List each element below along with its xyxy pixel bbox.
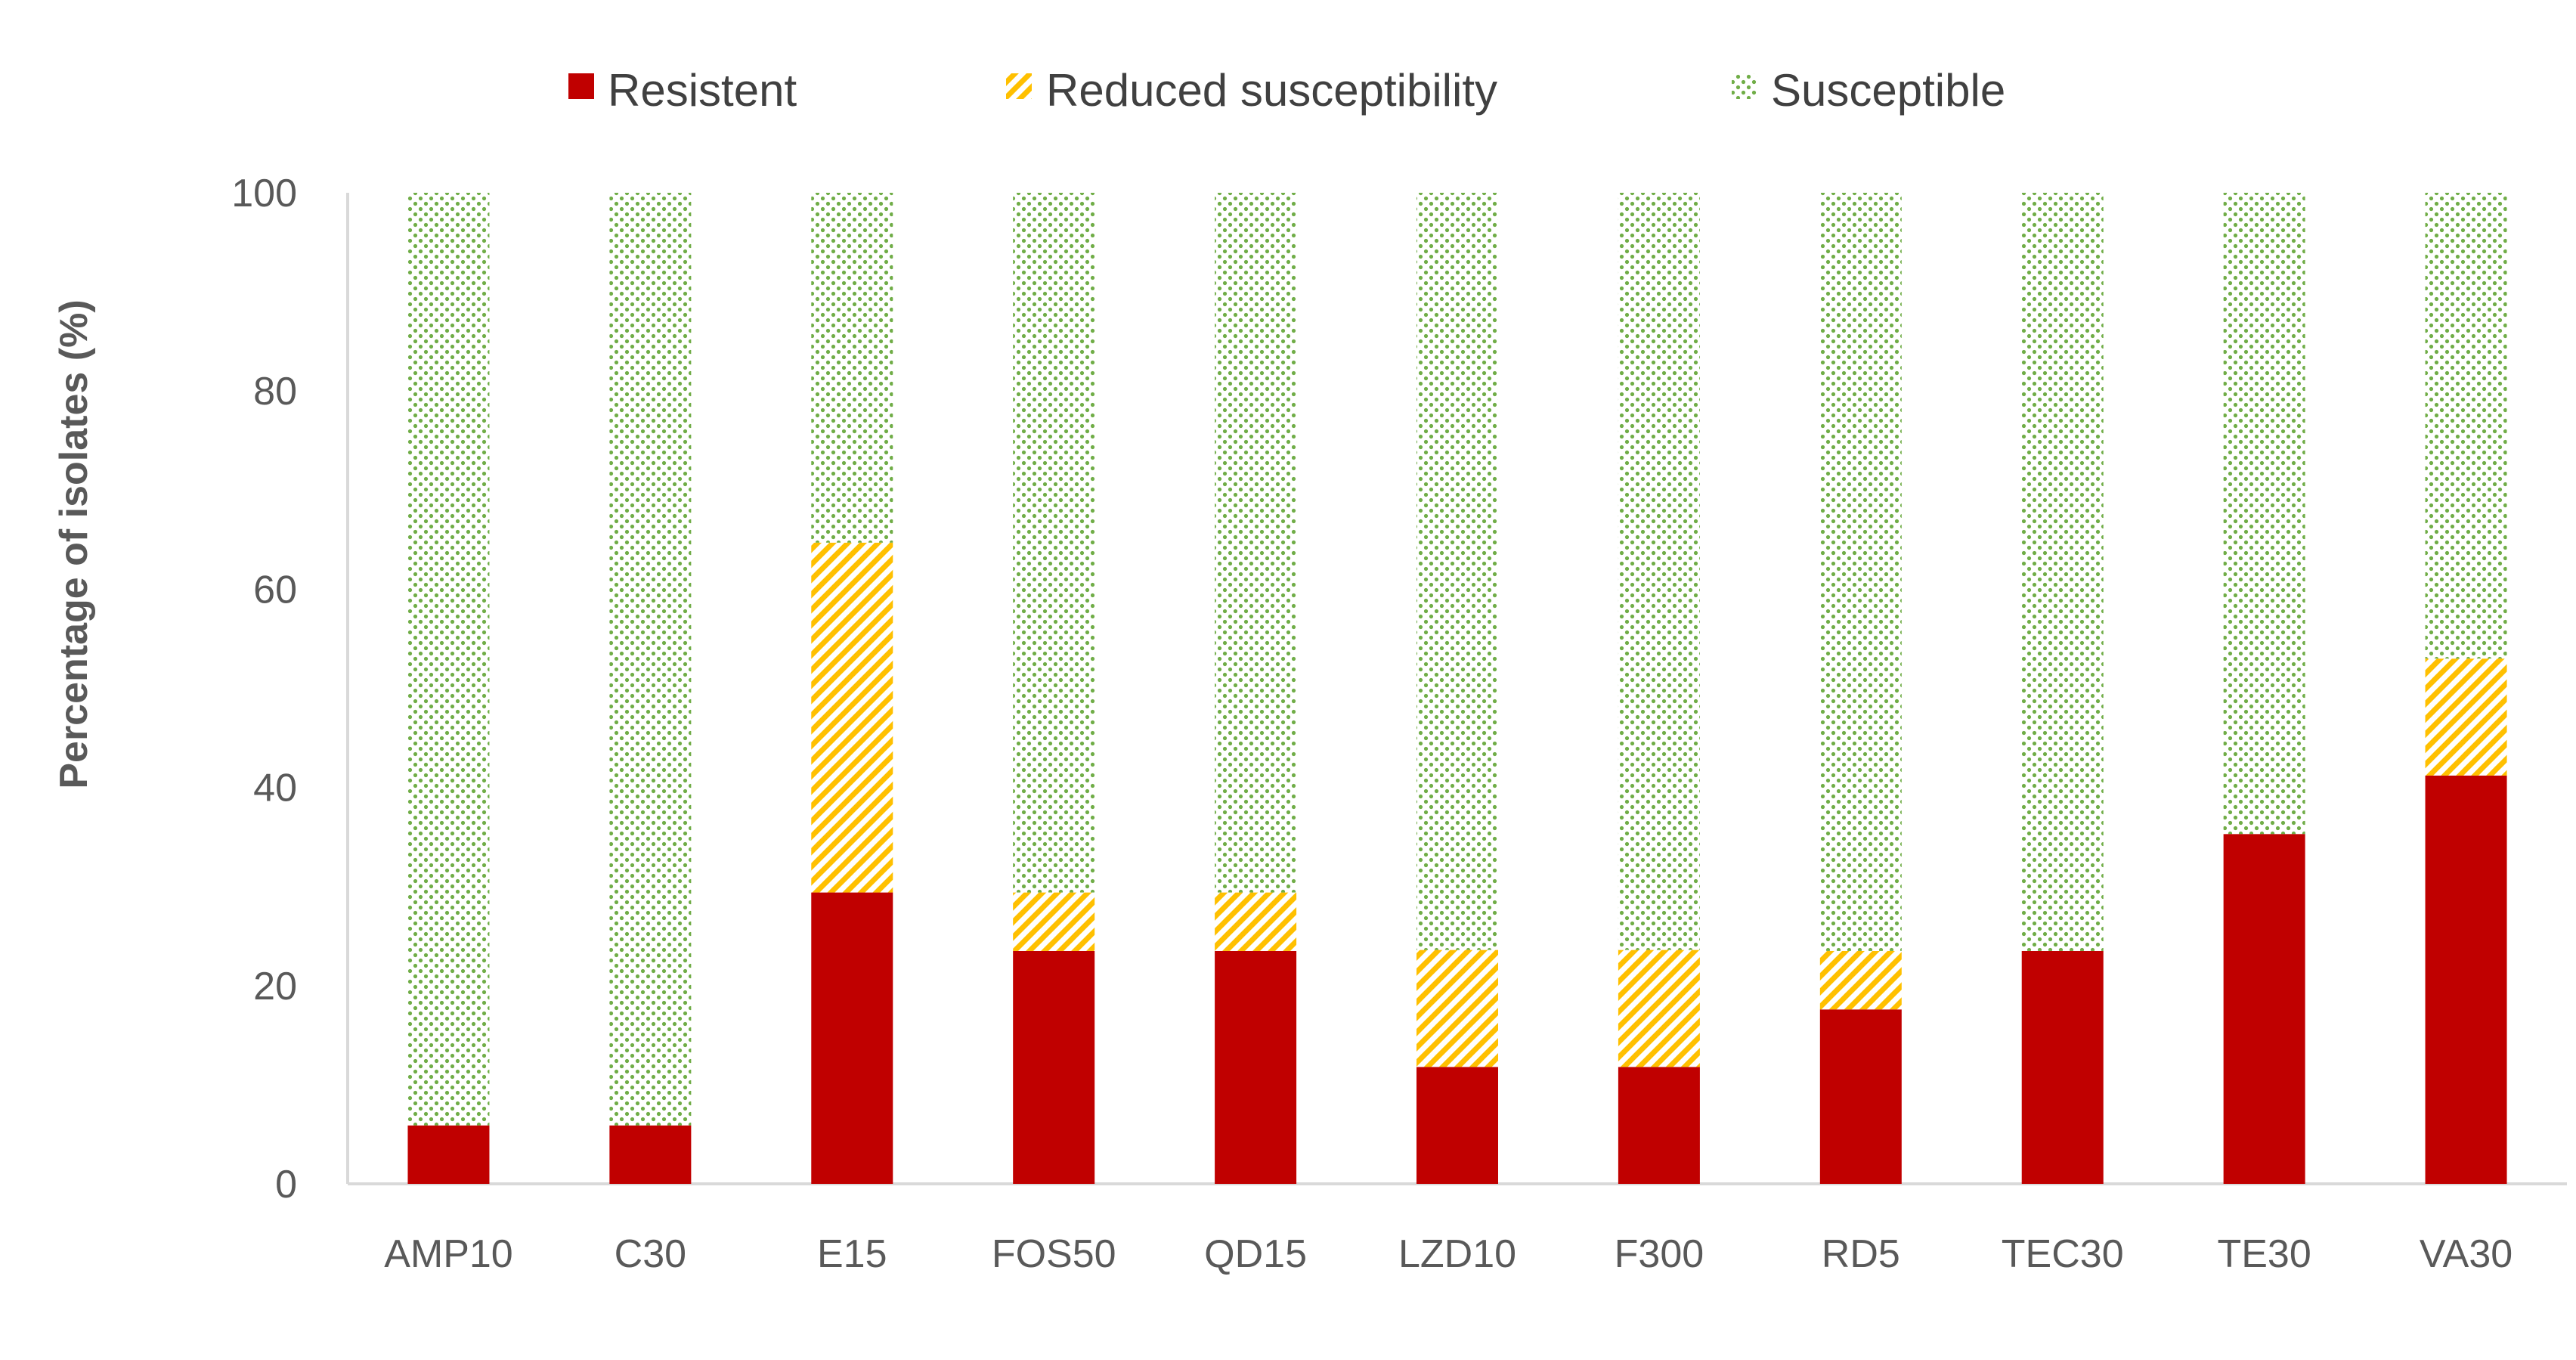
bar-rd5-reduced-susceptibility bbox=[1819, 950, 1902, 1010]
bar-lzd10-susceptible bbox=[1416, 193, 1498, 950]
y-tick-label: 40 bbox=[253, 767, 297, 810]
bar-f300-susceptible bbox=[1618, 193, 1700, 950]
bar-va30-reduced-susceptibility bbox=[2425, 658, 2507, 776]
y-tick-labels: 0 20 40 60 80 100 bbox=[231, 172, 297, 1207]
x-tick-label-tec30: TEC30 bbox=[2002, 1232, 2124, 1276]
bar-tec30-susceptible bbox=[2021, 193, 2104, 951]
legend-label-susceptible: Susceptible bbox=[1771, 65, 2005, 116]
legend-swatch-reduced-susceptibility bbox=[1006, 73, 1032, 99]
legend-swatch-susceptible bbox=[1732, 73, 1757, 99]
bar-tec30-resistent bbox=[2021, 950, 2104, 1184]
bar-qd15-resistent bbox=[1215, 950, 1297, 1184]
x-tick-label-e15: E15 bbox=[817, 1232, 887, 1276]
legend-item-resistent: Resistent bbox=[568, 65, 797, 116]
bar-fos50-resistent bbox=[1013, 950, 1095, 1184]
bar-fos50-susceptible bbox=[1013, 193, 1095, 893]
bar-fos50-reduced-susceptibility bbox=[1013, 892, 1095, 951]
bar-e15-resistent bbox=[811, 892, 893, 1184]
x-tick-label-amp10: AMP10 bbox=[384, 1232, 513, 1276]
bar-te30-resistent bbox=[2223, 834, 2305, 1184]
x-tick-label-lzd10: LZD10 bbox=[1398, 1232, 1516, 1276]
bar-f300-resistent bbox=[1618, 1067, 1700, 1184]
legend-swatch-resistent bbox=[568, 73, 594, 99]
y-tick-label: 20 bbox=[253, 965, 297, 1008]
legend: Resistent Reduced susceptibility Suscept… bbox=[568, 65, 2005, 116]
bar-c30-resistent bbox=[609, 1125, 692, 1184]
bar-rd5-susceptible bbox=[1819, 193, 1902, 951]
y-tick-label: 0 bbox=[275, 1163, 297, 1207]
x-tick-label-c30: C30 bbox=[615, 1232, 686, 1276]
legend-item-reduced-susceptibility: Reduced susceptibility bbox=[1006, 65, 1497, 116]
bar-c30-susceptible bbox=[609, 193, 692, 1126]
x-tick-label-te30: TE30 bbox=[2217, 1232, 2311, 1276]
y-tick-label: 80 bbox=[253, 370, 297, 414]
bar-va30-resistent bbox=[2425, 775, 2507, 1184]
bar-e15-susceptible bbox=[811, 193, 893, 543]
x-tick-label-fos50: FOS50 bbox=[992, 1232, 1116, 1276]
bar-lzd10-resistent bbox=[1416, 1067, 1498, 1184]
x-tick-label-f300: F300 bbox=[1615, 1232, 1704, 1276]
bar-e15-reduced-susceptibility bbox=[811, 542, 893, 893]
x-tick-labels: AMP10 C30 E15 FOS50 QD15 LZD10 F300 RD5 TEC30 TE3… bbox=[384, 1232, 2513, 1276]
legend-item-susceptible: Susceptible bbox=[1732, 65, 2005, 116]
bar-va30-susceptible bbox=[2425, 193, 2507, 659]
legend-label-resistent: Resistent bbox=[608, 65, 797, 116]
bar-lzd10-reduced-susceptibility bbox=[1416, 950, 1498, 1067]
y-axis-title: Percentage of isolates (%) bbox=[52, 299, 96, 788]
x-tick-label-rd5: RD5 bbox=[1822, 1232, 1900, 1276]
bar-amp10-resistent bbox=[407, 1125, 490, 1184]
bar-amp10-susceptible bbox=[407, 193, 490, 1126]
bar-qd15-susceptible bbox=[1215, 193, 1297, 893]
x-tick-label-qd15: QD15 bbox=[1204, 1232, 1307, 1276]
y-tick-label: 60 bbox=[253, 568, 297, 612]
x-tick-label-va30: VA30 bbox=[2420, 1232, 2513, 1276]
y-tick-label: 100 bbox=[231, 172, 297, 215]
bar-te30-susceptible bbox=[2223, 193, 2305, 835]
bar-qd15-reduced-susceptibility bbox=[1215, 892, 1297, 951]
bars bbox=[407, 193, 2507, 1184]
bar-rd5-resistent bbox=[1819, 1009, 1902, 1184]
legend-label-reduced-susceptibility: Reduced susceptibility bbox=[1046, 65, 1497, 116]
bar-f300-reduced-susceptibility bbox=[1618, 950, 1700, 1067]
